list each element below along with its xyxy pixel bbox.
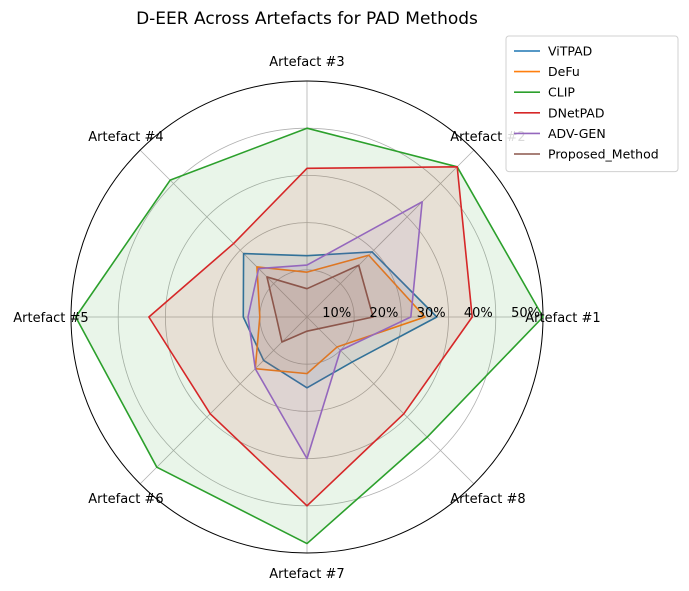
category-label-5: Artefact #5 <box>13 311 88 326</box>
r-tick-label: 50% <box>511 306 540 321</box>
category-label-7: Artefact #7 <box>269 567 344 582</box>
legend-label-1: DeFu <box>548 64 580 79</box>
legend-label-4: ADV-GEN <box>548 126 606 141</box>
r-tick-label: 40% <box>464 306 493 321</box>
series-area-2 <box>75 128 543 544</box>
legend-frame <box>505 35 679 173</box>
series-area-4 <box>248 201 423 459</box>
series-line-1 <box>254 254 426 375</box>
legend-label-2: CLIP <box>548 85 575 100</box>
legend-label-0: ViTPAD <box>548 44 592 59</box>
series-area-1 <box>255 255 425 374</box>
series-line-0 <box>242 251 438 389</box>
series-area-0 <box>243 251 437 388</box>
r-tick-label: 20% <box>369 306 398 321</box>
legend: ViTPAD DeFu CLIP DNetPAD ADV-GEN Proposed_Met… <box>505 35 679 173</box>
series-layer <box>74 127 544 545</box>
category-label-8: Artefact #8 <box>450 492 525 507</box>
series-line-2 <box>74 127 544 545</box>
category-label-3: Artefact #3 <box>269 55 344 70</box>
category-label-4: Artefact #4 <box>88 130 163 145</box>
grid-spoke <box>139 149 308 318</box>
category-label-6: Artefact #6 <box>88 492 163 507</box>
r-tick-label: 10% <box>322 306 351 321</box>
series-area-5 <box>266 265 374 343</box>
r-tick-label: 30% <box>417 306 446 321</box>
series-line-5 <box>266 264 374 343</box>
grid-spoke <box>306 316 475 485</box>
grid-ring <box>212 222 402 412</box>
category-label-1: Artefact #1 <box>525 311 600 326</box>
series-area-3 <box>148 166 473 506</box>
series-line-4 <box>247 201 423 460</box>
grid-spoke <box>306 149 475 318</box>
legend-label-3: DNetPAD <box>548 105 604 120</box>
chart-title: D-EER Across Artefacts for PAD Methods <box>136 9 478 29</box>
legend-label-5: Proposed_Method <box>548 147 659 162</box>
series-line-3 <box>148 166 474 507</box>
grid-spoke <box>139 316 308 485</box>
